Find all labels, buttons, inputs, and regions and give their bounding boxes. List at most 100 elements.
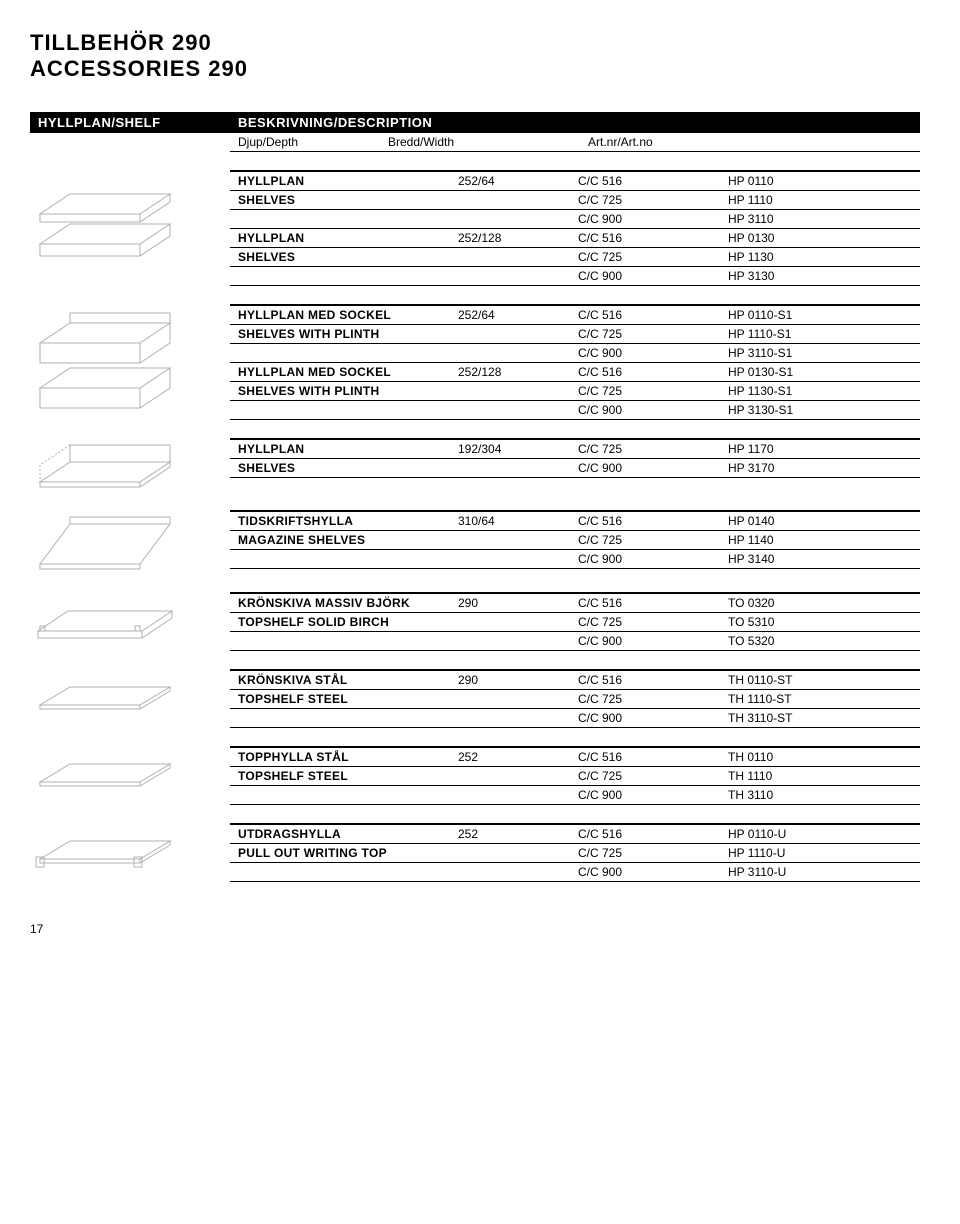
section-header-row: HYLLPLAN/SHELF BESKRIVNING/DESCRIPTION bbox=[30, 112, 920, 133]
cell-name bbox=[230, 632, 450, 651]
cell-name: SHELVES WITH PLINTH bbox=[230, 382, 450, 401]
table-row: SHELVESC/C 900HP 3170 bbox=[230, 459, 920, 478]
cell-width: C/C 516 bbox=[570, 670, 720, 690]
cell-depth: 252 bbox=[450, 824, 570, 844]
cell-width: C/C 725 bbox=[570, 248, 720, 267]
cell-name: SHELVES WITH PLINTH bbox=[230, 325, 450, 344]
table-row: C/C 900TO 5320 bbox=[230, 632, 920, 651]
cell-name bbox=[230, 267, 450, 286]
table-row: C/C 900TH 3110-ST bbox=[230, 709, 920, 728]
cell-width: C/C 900 bbox=[570, 344, 720, 363]
cell-name: MAGAZINE SHELVES bbox=[230, 531, 450, 550]
cell-name: TOPSHELF SOLID BIRCH bbox=[230, 613, 450, 632]
subheader-row: Djup/Depth Bredd/Width Art.nr/Art.no bbox=[30, 133, 920, 152]
cell-width: C/C 516 bbox=[570, 747, 720, 767]
table-row: C/C 900HP 3110-S1 bbox=[230, 344, 920, 363]
cell-name bbox=[230, 863, 450, 882]
cell-width: C/C 725 bbox=[570, 325, 720, 344]
table-row: HYLLPLAN192/304C/C 725HP 1170 bbox=[230, 439, 920, 459]
cell-name: HYLLPLAN MED SOCKEL bbox=[230, 363, 450, 382]
cell-name: KRÖNSKIVA STÅL bbox=[230, 670, 450, 690]
cell-art: TO 5310 bbox=[720, 613, 920, 632]
cell-width: C/C 725 bbox=[570, 531, 720, 550]
cell-art: HP 0130 bbox=[720, 229, 920, 248]
table-row: C/C 900HP 3130 bbox=[230, 267, 920, 286]
table-row: C/C 900HP 3110 bbox=[230, 210, 920, 229]
product-block: HYLLPLAN192/304C/C 725HP 1170SHELVESC/C … bbox=[30, 438, 920, 492]
title-en: ACCESSORIES 290 bbox=[30, 56, 920, 82]
cell-depth bbox=[450, 382, 570, 401]
cell-name: TIDSKRIFTSHYLLA bbox=[230, 511, 450, 531]
cell-art: HP 1170 bbox=[720, 439, 920, 459]
cell-width: C/C 516 bbox=[570, 229, 720, 248]
cell-width: C/C 900 bbox=[570, 401, 720, 420]
table-row: SHELVES WITH PLINTH C/C 725HP 1110-S1 bbox=[230, 325, 920, 344]
product-block: TOPPHYLLA STÅL252C/C 516TH 0110TOPSHELF … bbox=[30, 746, 920, 805]
cell-width: C/C 900 bbox=[570, 550, 720, 569]
cell-name bbox=[230, 786, 450, 805]
table-row: PULL OUT WRITING TOPC/C 725HP 1110-U bbox=[230, 844, 920, 863]
cell-art: TO 5320 bbox=[720, 632, 920, 651]
cell-name bbox=[230, 709, 450, 728]
product-sketch bbox=[30, 669, 230, 728]
product-sketch bbox=[30, 746, 230, 805]
cell-depth bbox=[450, 531, 570, 550]
table-row: SHELVESC/C 725HP 1130 bbox=[230, 248, 920, 267]
header-right: BESKRIVNING/DESCRIPTION bbox=[230, 112, 920, 133]
cell-name: HYLLPLAN bbox=[230, 229, 450, 248]
table-row: HYLLPLAN MED SOCKEL252/64C/C 516HP 0110-… bbox=[230, 305, 920, 325]
cell-depth bbox=[450, 459, 570, 478]
cell-art: TH 1110-ST bbox=[720, 690, 920, 709]
cell-width: C/C 725 bbox=[570, 191, 720, 210]
cell-width: C/C 725 bbox=[570, 439, 720, 459]
table-row: C/C 900HP 3110-U bbox=[230, 863, 920, 882]
cell-depth bbox=[450, 690, 570, 709]
cell-depth bbox=[450, 844, 570, 863]
table-row: SHELVES C/C 725HP 1110 bbox=[230, 191, 920, 210]
product-sketch bbox=[30, 304, 230, 420]
cell-depth bbox=[450, 709, 570, 728]
table-row: SHELVES WITH PLINTHC/C 725HP 1130-S1 bbox=[230, 382, 920, 401]
product-table: TOPPHYLLA STÅL252C/C 516TH 0110TOPSHELF … bbox=[230, 746, 920, 805]
cell-depth: 252/64 bbox=[450, 171, 570, 191]
cell-name bbox=[230, 344, 450, 363]
table-row: TOPPHYLLA STÅL252C/C 516TH 0110 bbox=[230, 747, 920, 767]
subheader-depth: Djup/Depth bbox=[238, 135, 388, 149]
product-table: UTDRAGSHYLLA252C/C 516HP 0110-UPULL OUT … bbox=[230, 823, 920, 882]
cell-depth bbox=[450, 767, 570, 786]
cell-width: C/C 725 bbox=[570, 613, 720, 632]
cell-art: HP 0110-S1 bbox=[720, 305, 920, 325]
cell-depth: 310/64 bbox=[450, 511, 570, 531]
product-sketch bbox=[30, 170, 230, 286]
product-sketch bbox=[30, 438, 230, 492]
cell-art: HP 3110 bbox=[720, 210, 920, 229]
cell-name: TOPSHELF STEEL bbox=[230, 767, 450, 786]
cell-art: TO 0320 bbox=[720, 593, 920, 613]
table-row: MAGAZINE SHELVESC/C 725HP 1140 bbox=[230, 531, 920, 550]
cell-depth bbox=[450, 863, 570, 882]
table-row: HYLLPLAN MED SOCKEL252/128C/C 516HP 0130… bbox=[230, 363, 920, 382]
cell-art: HP 1110-S1 bbox=[720, 325, 920, 344]
cell-art: HP 1110 bbox=[720, 191, 920, 210]
cell-art: TH 0110 bbox=[720, 747, 920, 767]
cell-name: SHELVES bbox=[230, 191, 450, 210]
product-block: HYLLPLAN MED SOCKEL252/64C/C 516HP 0110-… bbox=[30, 304, 920, 420]
product-table: KRÖNSKIVA MASSIV BJÖRK290C/C 516TO 0320T… bbox=[230, 592, 920, 651]
cell-width: C/C 516 bbox=[570, 593, 720, 613]
cell-depth: 252/64 bbox=[450, 305, 570, 325]
cell-width: C/C 725 bbox=[570, 844, 720, 863]
cell-art: HP 1130-S1 bbox=[720, 382, 920, 401]
table-row: TOPSHELF STEELC/C 725TH 1110-ST bbox=[230, 690, 920, 709]
cell-depth: 252/128 bbox=[450, 229, 570, 248]
title-sv: TILLBEHÖR 290 bbox=[30, 30, 920, 56]
table-row: C/C 900HP 3140 bbox=[230, 550, 920, 569]
table-row: HYLLPLAN252/64C/C 516HP 0110 bbox=[230, 171, 920, 191]
cell-depth bbox=[450, 401, 570, 420]
cell-name: HYLLPLAN MED SOCKEL bbox=[230, 305, 450, 325]
cell-name: HYLLPLAN bbox=[230, 171, 450, 191]
cell-width: C/C 900 bbox=[570, 632, 720, 651]
cell-art: HP 3110-U bbox=[720, 863, 920, 882]
cell-depth: 192/304 bbox=[450, 439, 570, 459]
cell-depth bbox=[450, 267, 570, 286]
cell-width: C/C 900 bbox=[570, 709, 720, 728]
